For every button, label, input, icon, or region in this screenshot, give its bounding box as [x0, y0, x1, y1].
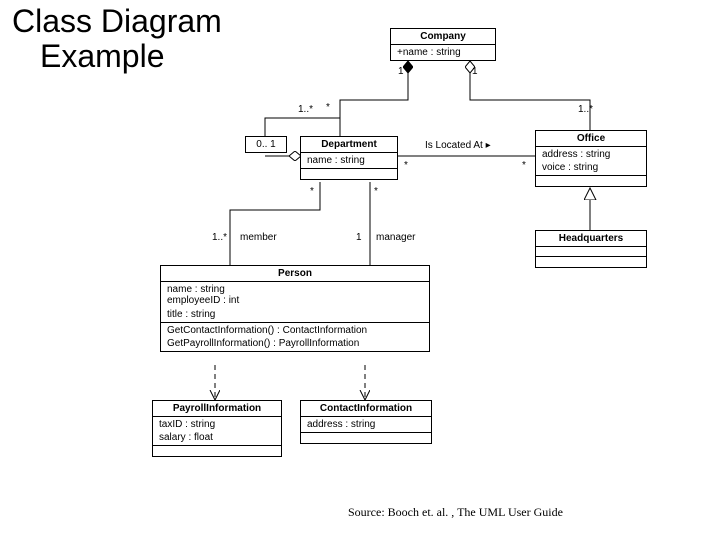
edge-label-5: Is Located At ▸	[425, 140, 491, 151]
class-contact-attr0: address : string	[301, 417, 431, 433]
class-office-ops	[536, 176, 646, 186]
class-headquarters-name: Headquarters	[536, 231, 646, 247]
class-department-attr0: name : string	[301, 153, 397, 169]
edge-label-1: 1	[398, 66, 404, 77]
edge-label-10: 1..*	[212, 232, 227, 243]
edge-zeroone-self	[265, 118, 340, 136]
class-contact-ops	[301, 433, 431, 443]
class-department: Department name : string	[300, 136, 398, 180]
title-line1: Class Diagram	[12, 3, 222, 39]
edge-label-7: *	[522, 160, 526, 171]
class-office-attr1: voice : string	[536, 160, 646, 176]
source-citation: Source: Booch et. al. , The UML User Gui…	[348, 505, 563, 520]
class-person-name: Person	[161, 266, 429, 282]
edge-label-0: *	[326, 102, 330, 113]
class-person-attr0: name : string	[161, 282, 429, 295]
edge-label-13: manager	[376, 232, 415, 243]
edge-company-office-agg	[470, 62, 590, 130]
edge-label-2: 1	[472, 66, 478, 77]
edge-label-6: *	[404, 160, 408, 171]
class-headquarters-ops	[536, 257, 646, 267]
class-payroll-attr0: taxID : string	[153, 417, 281, 430]
class-payroll-attr1: salary : float	[153, 430, 281, 446]
edge-label-8: *	[310, 186, 314, 197]
class-headquarters: Headquarters	[535, 230, 647, 268]
class-contact-name: ContactInformation	[301, 401, 431, 417]
class-department-name: Department	[301, 137, 397, 153]
class-company-attr0: +name : string	[391, 45, 495, 60]
edge-label-4: 1..*	[578, 104, 593, 115]
class-office-name: Office	[536, 131, 646, 147]
class-person-op1: GetPayrollInformation() : PayrollInforma…	[161, 336, 429, 351]
title-line2: Example	[12, 38, 165, 74]
class-contact: ContactInformation address : string	[300, 400, 432, 444]
class-office-attr0: address : string	[536, 147, 646, 160]
edge-label-9: *	[374, 186, 378, 197]
class-payroll-name: PayrollInformation	[153, 401, 281, 417]
class-payroll: PayrollInformation taxID : string salary…	[152, 400, 282, 457]
class-person: Person name : string employeeID : int ti…	[160, 265, 430, 352]
class-zeroone: 0.. 1	[245, 136, 287, 153]
class-department-ops	[301, 169, 397, 179]
class-company: Company +name : string	[390, 28, 496, 61]
class-company-name: Company	[391, 29, 495, 45]
class-zeroone-name: 0.. 1	[246, 137, 286, 152]
class-headquarters-attrs	[536, 247, 646, 257]
class-person-attr2: title : string	[161, 307, 429, 323]
class-office: Office address : string voice : string	[535, 130, 647, 187]
edge-label-11: member	[240, 232, 277, 243]
class-person-op0: GetContactInformation() : ContactInforma…	[161, 323, 429, 336]
edge-label-12: 1	[356, 232, 362, 243]
edge-dept-person-member	[230, 182, 320, 265]
class-person-attr1: employeeID : int	[161, 295, 429, 307]
class-payroll-ops	[153, 446, 281, 456]
edge-label-3: 1..*	[298, 104, 313, 115]
